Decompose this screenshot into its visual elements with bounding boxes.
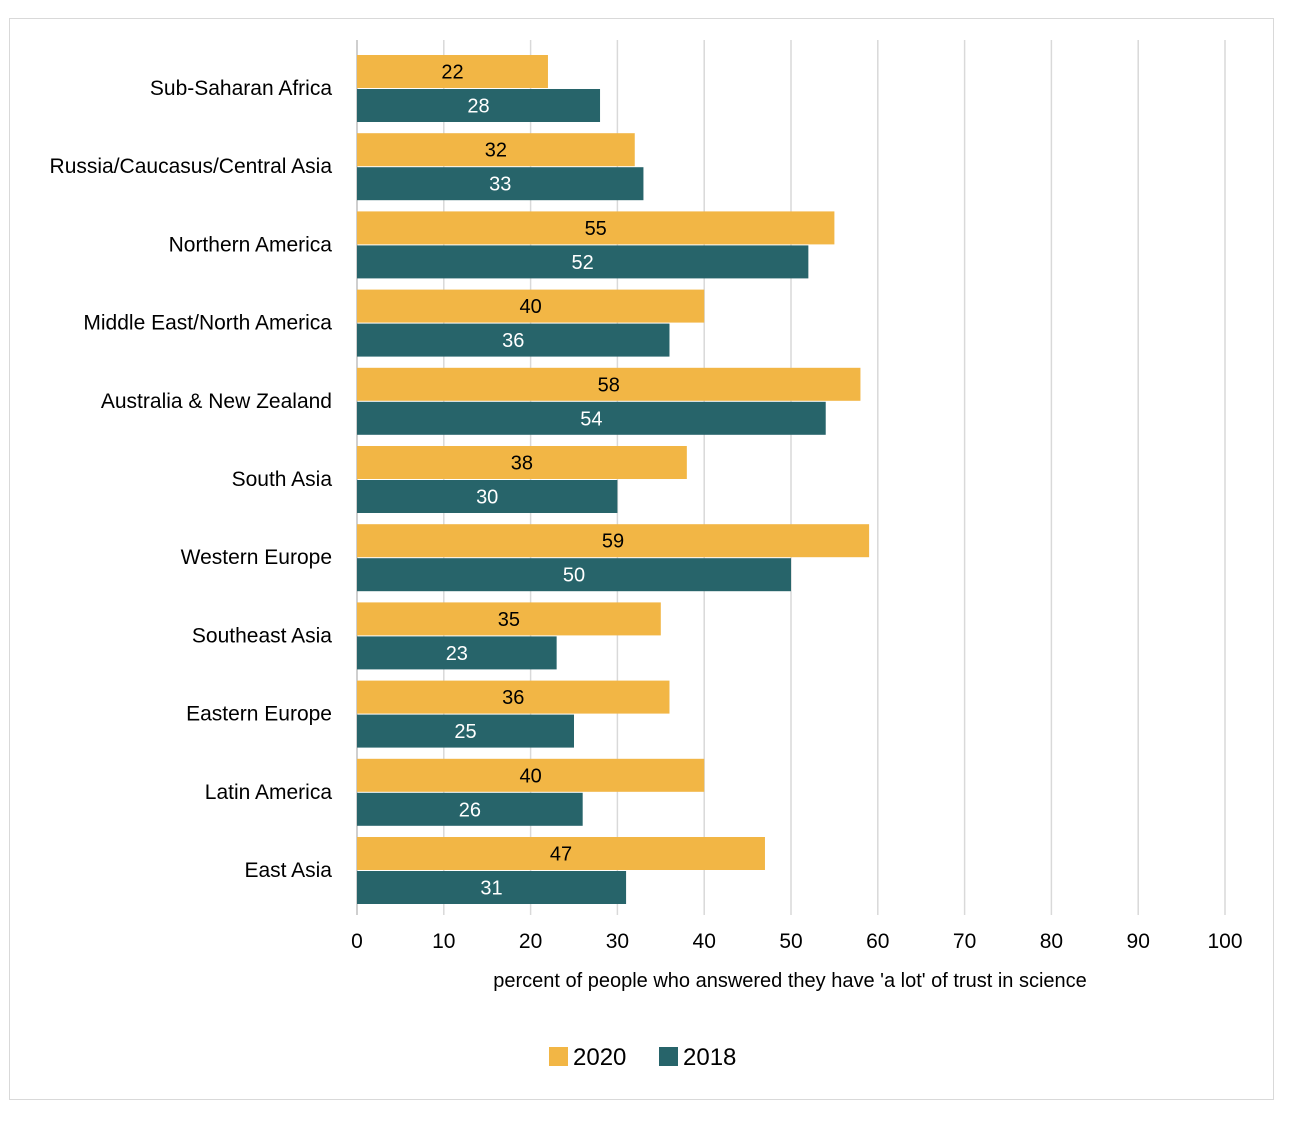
x-tick-label: 90 [1127, 930, 1150, 953]
legend-swatch-2020 [549, 1047, 568, 1066]
data-label-2020: 32 [485, 140, 507, 162]
data-label-2020: 40 [519, 765, 541, 787]
data-label-2020: 22 [441, 62, 463, 84]
bar-2018 [357, 871, 627, 904]
legend: 2020 2018 [549, 1044, 736, 1071]
category-label: South Asia [232, 468, 333, 491]
bar-2020 [357, 289, 705, 323]
bar-2018 [357, 480, 618, 513]
category-label: East Asia [244, 859, 332, 882]
data-label-2020: 58 [598, 374, 620, 396]
legend-swatch-2018 [659, 1047, 678, 1066]
data-label-2020: 38 [511, 453, 533, 475]
bar-2018 [357, 558, 791, 592]
data-label-2020: 55 [585, 218, 607, 240]
bar-2020 [357, 55, 548, 88]
bar-2018 [357, 323, 670, 357]
x-tick-label: 80 [1040, 930, 1063, 953]
x-tick-label: 30 [606, 930, 629, 953]
category-label: Northern America [169, 233, 333, 256]
data-label-2018: 30 [476, 487, 498, 509]
bar-2020 [357, 680, 670, 714]
x-tick-labels: 0 10 20 30 40 50 60 70 80 90 100 [351, 930, 1242, 953]
data-label-2020: 35 [498, 609, 520, 631]
x-tick-label: 10 [432, 930, 455, 953]
bar-2018 [357, 401, 826, 435]
bar-2020 [357, 837, 765, 870]
data-label-2018: 50 [563, 565, 585, 587]
data-label-2018: 33 [489, 174, 511, 196]
x-tick-label: 0 [351, 930, 363, 953]
bar-2018 [357, 89, 601, 122]
category-label: Sub-Saharan Africa [150, 77, 332, 100]
chart-frame [9, 18, 1274, 1100]
category-label: Latin America [205, 781, 333, 804]
category-label: Middle East/North America [83, 312, 332, 335]
category-label: Eastern Europe [186, 703, 332, 726]
bar-2020 [357, 524, 870, 558]
bar-2018 [357, 167, 644, 201]
category-label: Russia/Caucasus/Central Asia [50, 155, 333, 178]
bar-2018 [357, 714, 574, 748]
data-label-2018: 31 [480, 878, 502, 900]
x-tick-label: 40 [693, 930, 716, 953]
category-labels: Sub-Saharan Africa Russia/Caucasus/Centra… [50, 77, 333, 882]
category-label: Southeast Asia [192, 624, 332, 647]
x-tick-label: 70 [953, 930, 976, 953]
bar-2020 [357, 602, 661, 636]
data-label-2018: 54 [580, 408, 602, 430]
data-label-2018: 25 [454, 721, 476, 743]
bar-2020 [357, 758, 705, 792]
data-label-2020: 36 [502, 687, 524, 709]
data-label-2018: 36 [502, 330, 524, 352]
x-axis-title: percent of people who answered they have… [493, 970, 1087, 992]
bar-2020 [357, 367, 861, 401]
bar-2020 [357, 211, 835, 245]
category-label: Western Europe [181, 546, 332, 569]
data-label-2018: 28 [467, 96, 489, 118]
data-label-2020: 47 [550, 844, 572, 866]
bar-2018 [357, 792, 583, 826]
x-tick-label: 20 [519, 930, 542, 953]
legend-label-2020: 2020 [573, 1044, 626, 1071]
bar-2018 [357, 636, 557, 670]
data-label-2020: 59 [602, 531, 624, 553]
data-label-2018: 23 [446, 643, 468, 665]
data-label-2018: 26 [459, 799, 481, 821]
category-label: Australia & New Zealand [101, 390, 332, 413]
data-label-2020: 40 [519, 296, 541, 318]
bar-2020 [357, 133, 635, 167]
data-label-2018: 52 [572, 252, 594, 274]
x-tick-label: 60 [866, 930, 889, 953]
x-tick-label: 50 [779, 930, 802, 953]
bar-2020 [357, 446, 687, 479]
bar-2018 [357, 245, 809, 279]
x-tick-label: 100 [1207, 930, 1242, 953]
legend-label-2018: 2018 [683, 1044, 736, 1071]
